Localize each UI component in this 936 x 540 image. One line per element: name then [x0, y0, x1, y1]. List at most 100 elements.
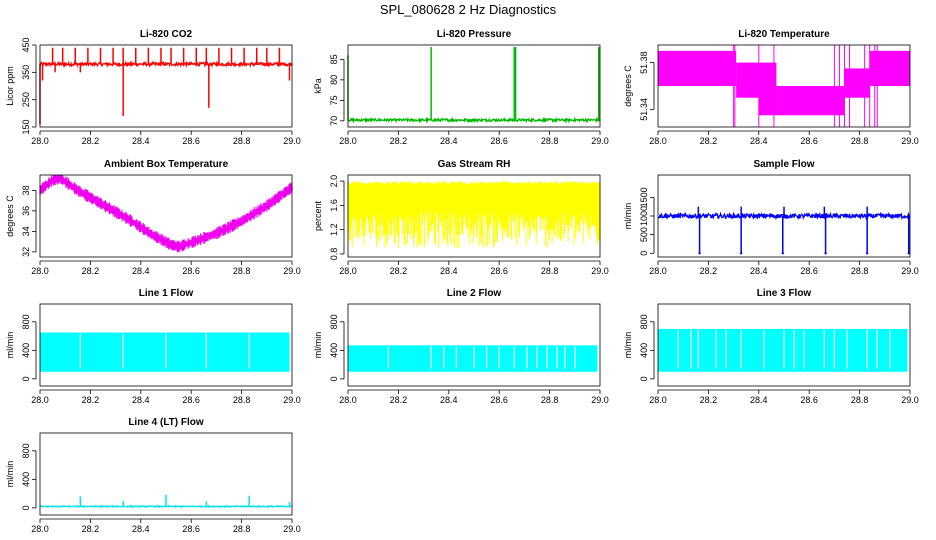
x-tick-label: 29.0 — [591, 395, 609, 405]
x-tick-label: 28.8 — [233, 395, 251, 405]
chart-panel-4: Ambient Box Temperature degrees C 28.0 28.2… — [5, 159, 301, 276]
x-tick-label: 28.8 — [851, 136, 869, 146]
x-tick-label: 28.6 — [182, 136, 200, 146]
y-tick-label: 51.38 — [639, 51, 649, 74]
chart-title: Line 1 Flow — [139, 288, 194, 299]
x-tick-label: 28.0 — [649, 136, 667, 146]
x-tick-label: 28.6 — [490, 395, 508, 405]
x-tick-label: 28.2 — [390, 136, 408, 146]
x-tick-label: 28.6 — [182, 266, 200, 276]
y-tick-label: 150 — [21, 119, 31, 134]
x-tick-label: 28.6 — [800, 266, 818, 276]
y-tick-label: 36 — [21, 206, 31, 216]
plot-frame — [39, 303, 293, 387]
data-trace — [39, 60, 293, 69]
x-tick-label: 28.8 — [233, 266, 251, 276]
series-marks — [39, 175, 293, 253]
x-tick-label: 28.4 — [750, 136, 768, 146]
x-tick-label: 28.8 — [541, 395, 559, 405]
series-marks — [348, 345, 598, 372]
x-tick-label: 28.8 — [233, 524, 251, 534]
x-tick-label: 29.0 — [901, 266, 919, 276]
plot-frame — [657, 303, 911, 387]
plot-frame — [657, 44, 911, 128]
x-tick-label: 28.6 — [800, 136, 818, 146]
x-tick-label: 28.4 — [132, 524, 150, 534]
x-tick-label: 28.2 — [390, 266, 408, 276]
y-tick-label: 75 — [329, 95, 339, 105]
y-tick-label: 800 — [329, 314, 339, 329]
chart-panel-5: Gas Stream RH percent 28.0 28.2 28.4 28.6 28.8… — [313, 159, 609, 276]
series-marks — [39, 47, 293, 125]
x-tick-label: 28.2 — [700, 395, 718, 405]
chart-title: Line 2 Flow — [447, 288, 502, 299]
x-tick-label: 28.4 — [750, 266, 768, 276]
y-tick-label: 0 — [639, 376, 649, 381]
data-band — [736, 62, 759, 98]
data-band — [869, 50, 910, 86]
plot-frame — [347, 44, 601, 128]
y-tick-label: 800 — [21, 314, 31, 329]
series-marks — [347, 181, 601, 248]
x-tick-label: 28.6 — [800, 395, 818, 405]
x-tick-label: 28.6 — [490, 266, 508, 276]
series-marks — [347, 47, 601, 124]
chart-title: Line 4 (LT) Flow — [128, 417, 204, 428]
y-tick-label: 0 — [21, 376, 31, 381]
chart-title: Li-820 Pressure — [437, 29, 512, 40]
y-axis-label: ml/min — [623, 203, 633, 230]
chart-panel-6: Sample Flow ml/min 28.0 28.2 28.4 28.6 28.8 29.… — [623, 159, 919, 276]
x-tick-label: 28.0 — [649, 395, 667, 405]
y-tick-label: 1000 — [639, 206, 649, 226]
y-tick-label: 0.8 — [329, 248, 339, 261]
y-tick-label: 0 — [329, 376, 339, 381]
x-tick-label: 28.0 — [339, 136, 357, 146]
chart-title: Gas Stream RH — [438, 159, 511, 170]
x-tick-label: 28.0 — [649, 266, 667, 276]
chart-title: Ambient Box Temperature — [104, 159, 229, 170]
chart-title: Li-820 CO2 — [140, 29, 193, 40]
data-fill — [348, 345, 598, 372]
y-tick-label: 2.0 — [329, 175, 339, 188]
y-tick-label: 800 — [21, 443, 31, 458]
y-axis-label: kPa — [313, 78, 323, 94]
x-tick-label: 29.0 — [901, 136, 919, 146]
data-trace — [39, 175, 293, 253]
y-tick-label: 80 — [329, 75, 339, 85]
x-tick-label: 28.0 — [31, 395, 49, 405]
x-tick-label: 29.0 — [591, 136, 609, 146]
y-axis-label: degrees C — [5, 195, 15, 237]
x-tick-label: 28.8 — [851, 395, 869, 405]
x-tick-label: 28.0 — [31, 136, 49, 146]
x-tick-label: 28.4 — [440, 395, 458, 405]
data-band — [844, 68, 870, 98]
data-band — [658, 50, 737, 86]
x-tick-label: 28.4 — [132, 266, 150, 276]
data-trace — [347, 116, 601, 124]
chart-panel-7: Line 1 Flow ml/min 28.0 28.2 28.4 28.6 28.8 29.… — [5, 288, 301, 405]
x-tick-label: 28.6 — [490, 136, 508, 146]
y-tick-label: 400 — [21, 472, 31, 487]
x-tick-label: 29.0 — [283, 266, 301, 276]
x-tick-label: 28.2 — [82, 136, 100, 146]
data-band — [758, 62, 777, 116]
plot-frame — [347, 303, 601, 387]
chart-title: Li-820 Temperature — [738, 29, 830, 40]
chart-title: Line 3 Flow — [757, 288, 812, 299]
x-tick-label: 28.4 — [750, 395, 768, 405]
plot-frame — [347, 174, 601, 258]
y-tick-label: 450 — [21, 37, 31, 52]
y-tick-label: 0 — [21, 505, 31, 510]
y-tick-label: 500 — [639, 227, 649, 242]
x-tick-label: 28.2 — [82, 395, 100, 405]
y-axis-label: ml/min — [5, 332, 15, 359]
x-tick-label: 28.0 — [31, 524, 49, 534]
y-tick-label: 400 — [639, 343, 649, 358]
series-marks — [657, 206, 911, 255]
y-tick-label: 70 — [329, 116, 339, 126]
x-tick-label: 28.2 — [700, 266, 718, 276]
y-tick-label: 1.2 — [329, 223, 339, 236]
y-tick-label: 400 — [21, 343, 31, 358]
x-tick-label: 28.2 — [82, 266, 100, 276]
